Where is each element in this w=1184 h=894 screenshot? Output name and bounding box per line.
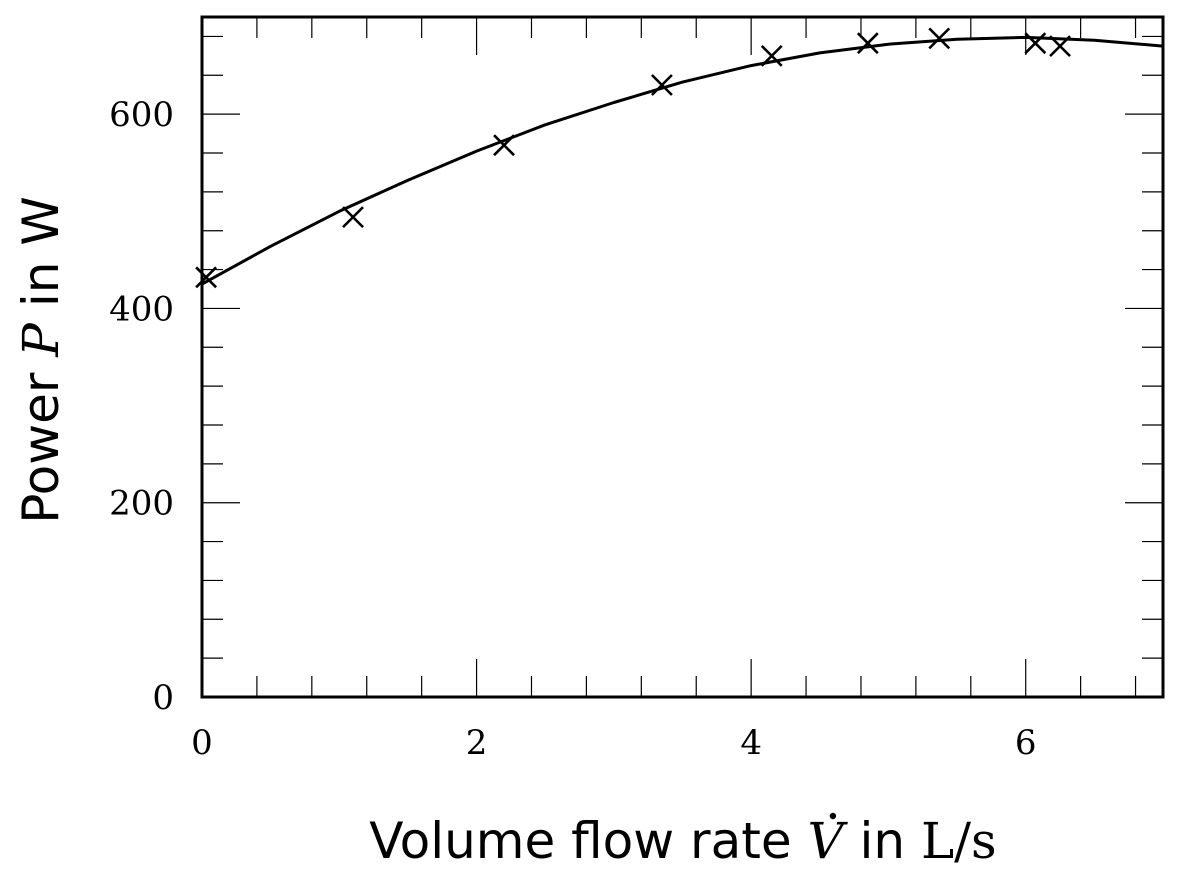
data-point-marker	[1024, 32, 1047, 55]
data-point-marker	[493, 134, 515, 157]
x-tick-label: 4	[740, 723, 762, 763]
y-axis-label: Power P in W	[12, 196, 70, 524]
plot-frame	[200, 15, 1165, 699]
x-axis-label-prefix: Volume flow rate	[369, 812, 807, 870]
x-axis-label-symbol: V	[807, 812, 848, 870]
y-tick-label: 200	[109, 484, 174, 524]
marker-stroke	[650, 74, 673, 96]
fit-curve-layer	[201, 35, 1164, 286]
marker-stroke	[195, 266, 218, 289]
data-point-marker	[195, 266, 218, 289]
y-axis-label-symbol: P	[12, 322, 70, 358]
x-tick-label: 2	[466, 723, 488, 763]
data-point-marker	[1049, 35, 1071, 58]
data-markers	[195, 27, 1071, 289]
fit-curve	[201, 35, 1164, 286]
data-point-marker	[760, 44, 783, 67]
x-axis-label-middle: in	[844, 812, 921, 870]
x-axis-label-unit: L/s	[921, 812, 997, 870]
marker-stroke	[342, 206, 364, 229]
marker-stroke	[928, 27, 951, 50]
marker-stroke	[856, 32, 879, 55]
axis-ticks	[201, 17, 1163, 698]
y-tick-label: 0	[152, 678, 174, 718]
data-point-marker	[928, 27, 951, 50]
marker-stroke	[1024, 32, 1047, 55]
marker-stroke	[493, 134, 515, 157]
marker-stroke	[1049, 35, 1071, 58]
x-tick-labels: 0 2 4 6	[191, 723, 1036, 763]
x-tick-label: 0	[191, 723, 213, 763]
marker-stroke	[760, 44, 783, 67]
data-point-marker	[856, 32, 879, 55]
x-tick-label: 6	[1015, 723, 1037, 763]
x-axis-label: Volume flow rate V in L/s	[369, 812, 996, 870]
y-tick-label: 400	[109, 289, 174, 329]
y-axis-label-suffix: in W	[12, 196, 70, 323]
y-tick-label: 600	[109, 95, 174, 135]
data-point-marker	[342, 206, 364, 229]
data-point-marker	[650, 74, 673, 96]
y-axis-label-prefix: Power	[12, 357, 70, 524]
x-axis-symbol-dot	[829, 812, 837, 820]
y-tick-labels: 0 200 400 600	[109, 95, 174, 718]
